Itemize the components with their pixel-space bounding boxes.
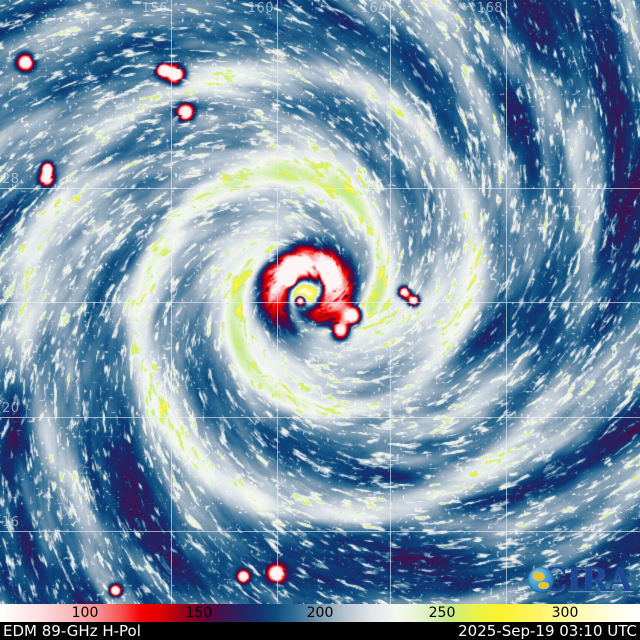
timestamp-label: 2025-Sep-19 03:10 UTC [458, 622, 637, 640]
satellite-image-pane[interactable]: 156 160 164 168 28 24 20 16 CIRA [0, 0, 640, 604]
colorbar-gradient [0, 604, 640, 622]
sensor-product-label: EDM 89-GHz H-Pol [3, 622, 141, 640]
cira-logo-text: CIRA [541, 560, 633, 599]
microwave-brightness-temperature-image[interactable] [0, 0, 640, 604]
globe-icon [528, 566, 555, 593]
colorbar: 100 150 200 250 300 [0, 604, 640, 622]
footer-bar: EDM 89-GHz H-Pol 2025-Sep-19 03:10 UTC [0, 622, 640, 640]
cira-logo: CIRA [528, 560, 633, 599]
